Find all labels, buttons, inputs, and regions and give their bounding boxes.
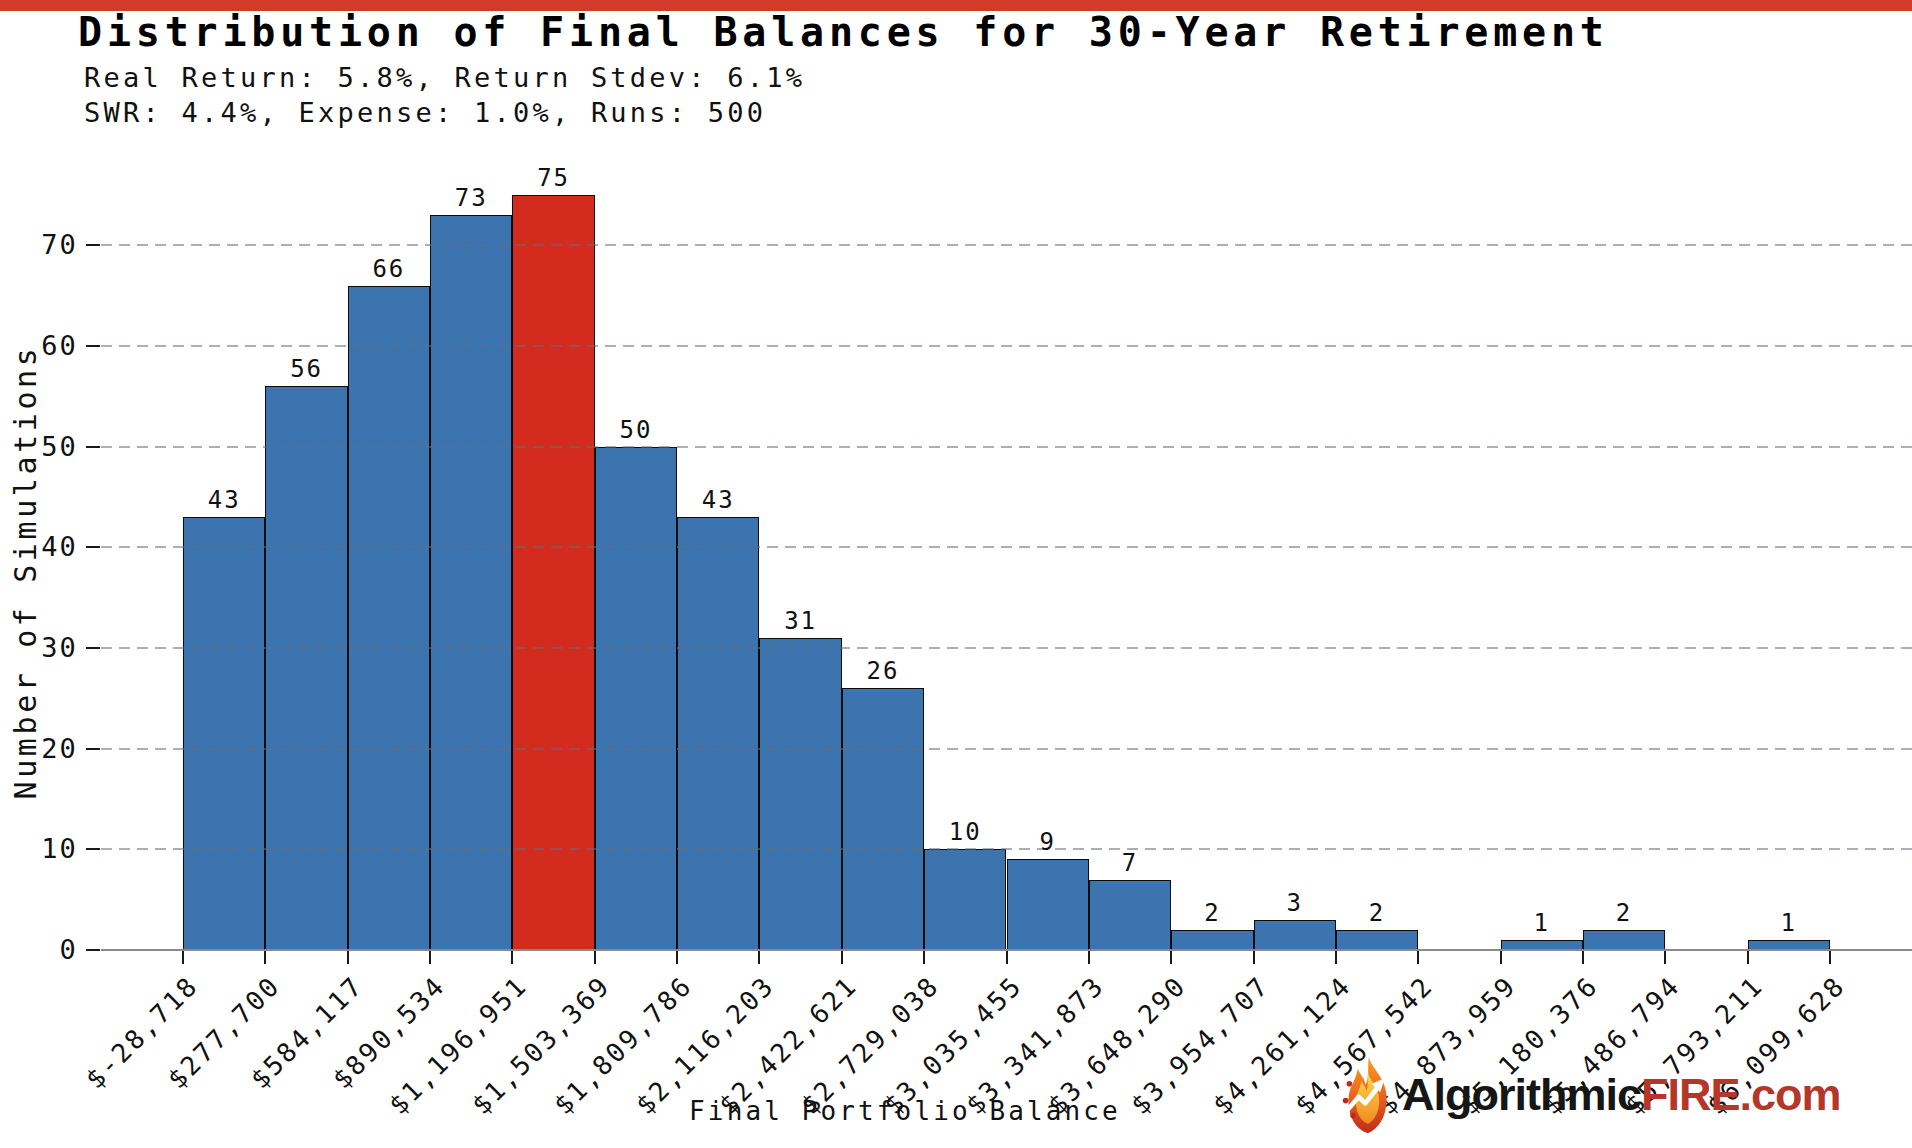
bar-value-label: 31 (747, 606, 853, 636)
y-gridline-70 (101, 244, 1912, 246)
x-tick-mark (594, 951, 596, 964)
y-tick-label: 10 (6, 832, 78, 866)
x-tick-mark (1006, 951, 1008, 964)
y-tick-mark (86, 748, 100, 750)
x-tick-mark (923, 951, 925, 964)
x-tick-label: $-28,718 (0, 970, 204, 1148)
x-tick-mark (1582, 951, 1584, 964)
y-tick-label: 70 (6, 228, 78, 262)
bar-value-label: 1 (1736, 908, 1842, 938)
watermark-text-black: Algorithmic (1402, 1069, 1641, 1120)
bar-value-label: 50 (583, 415, 689, 445)
bar-value-label: 2 (1571, 898, 1677, 928)
bar-value-label: 43 (665, 485, 771, 515)
bar-value-label: 56 (253, 354, 359, 384)
x-tick-mark (676, 951, 678, 964)
bar-value-label: 75 (500, 163, 606, 193)
x-tick-mark (1829, 951, 1831, 964)
x-tick-mark (1253, 951, 1255, 964)
histogram-bar (265, 386, 347, 950)
histogram-bar (595, 447, 677, 950)
histogram-bar (924, 849, 1006, 950)
top-accent-bar (0, 0, 1912, 11)
x-tick-mark (1417, 951, 1419, 964)
y-tick-label: 20 (6, 732, 78, 766)
histogram-bar (677, 517, 759, 950)
y-tick-label: 50 (6, 430, 78, 464)
y-tick-mark (86, 345, 100, 347)
histogram-bar (1171, 930, 1253, 950)
histogram-bar (1583, 930, 1665, 950)
x-tick-mark (264, 951, 266, 964)
histogram-bar (430, 215, 512, 950)
x-tick-mark (1664, 951, 1666, 964)
x-tick-mark (1500, 951, 1502, 964)
y-tick-mark (86, 647, 100, 649)
x-tick-mark (1088, 951, 1090, 964)
x-tick-mark (182, 951, 184, 964)
y-gridline-30 (101, 647, 1912, 649)
y-tick-mark (86, 446, 100, 448)
x-tick-mark (1170, 951, 1172, 964)
y-gridline-40 (101, 546, 1912, 548)
algorithmicfire-watermark: AlgorithmicFIRE.com (1340, 1052, 1841, 1138)
y-tick-label: 40 (6, 530, 78, 564)
x-tick-mark (347, 951, 349, 964)
y-gridline-60 (101, 345, 1912, 347)
x-tick-mark (1747, 951, 1749, 964)
flame-icon (1340, 1055, 1396, 1135)
plot-area: 0102030405060704356667375504331261097232… (0, 0, 1912, 1148)
bar-value-label: 7 (1077, 848, 1183, 878)
bar-value-label: 43 (171, 485, 277, 515)
y-gridline-20 (101, 748, 1912, 750)
retirement-histogram-figure: Distribution of Final Balances for 30-Ye… (0, 0, 1912, 1148)
histogram-bar (348, 286, 430, 950)
y-tick-label: 60 (6, 329, 78, 363)
x-tick-mark (1335, 951, 1337, 964)
x-tick-mark (841, 951, 843, 964)
histogram-bar (1336, 930, 1418, 950)
y-tick-label: 30 (6, 631, 78, 665)
histogram-bar (183, 517, 265, 950)
bar-value-label: 66 (336, 254, 442, 284)
x-tick-mark (511, 951, 513, 964)
watermark-text-red: FIRE.com (1641, 1069, 1841, 1120)
y-gridline-50 (101, 446, 1912, 448)
histogram-bar (512, 195, 594, 950)
y-tick-mark (86, 949, 100, 951)
y-tick-mark (86, 848, 100, 850)
y-tick-mark (86, 244, 100, 246)
x-tick-mark (758, 951, 760, 964)
x-tick-mark (429, 951, 431, 964)
y-tick-label: 0 (6, 933, 78, 967)
y-tick-mark (86, 546, 100, 548)
bar-value-label: 26 (830, 656, 936, 686)
x-axis-line (101, 949, 1912, 951)
bar-value-label: 2 (1324, 898, 1430, 928)
